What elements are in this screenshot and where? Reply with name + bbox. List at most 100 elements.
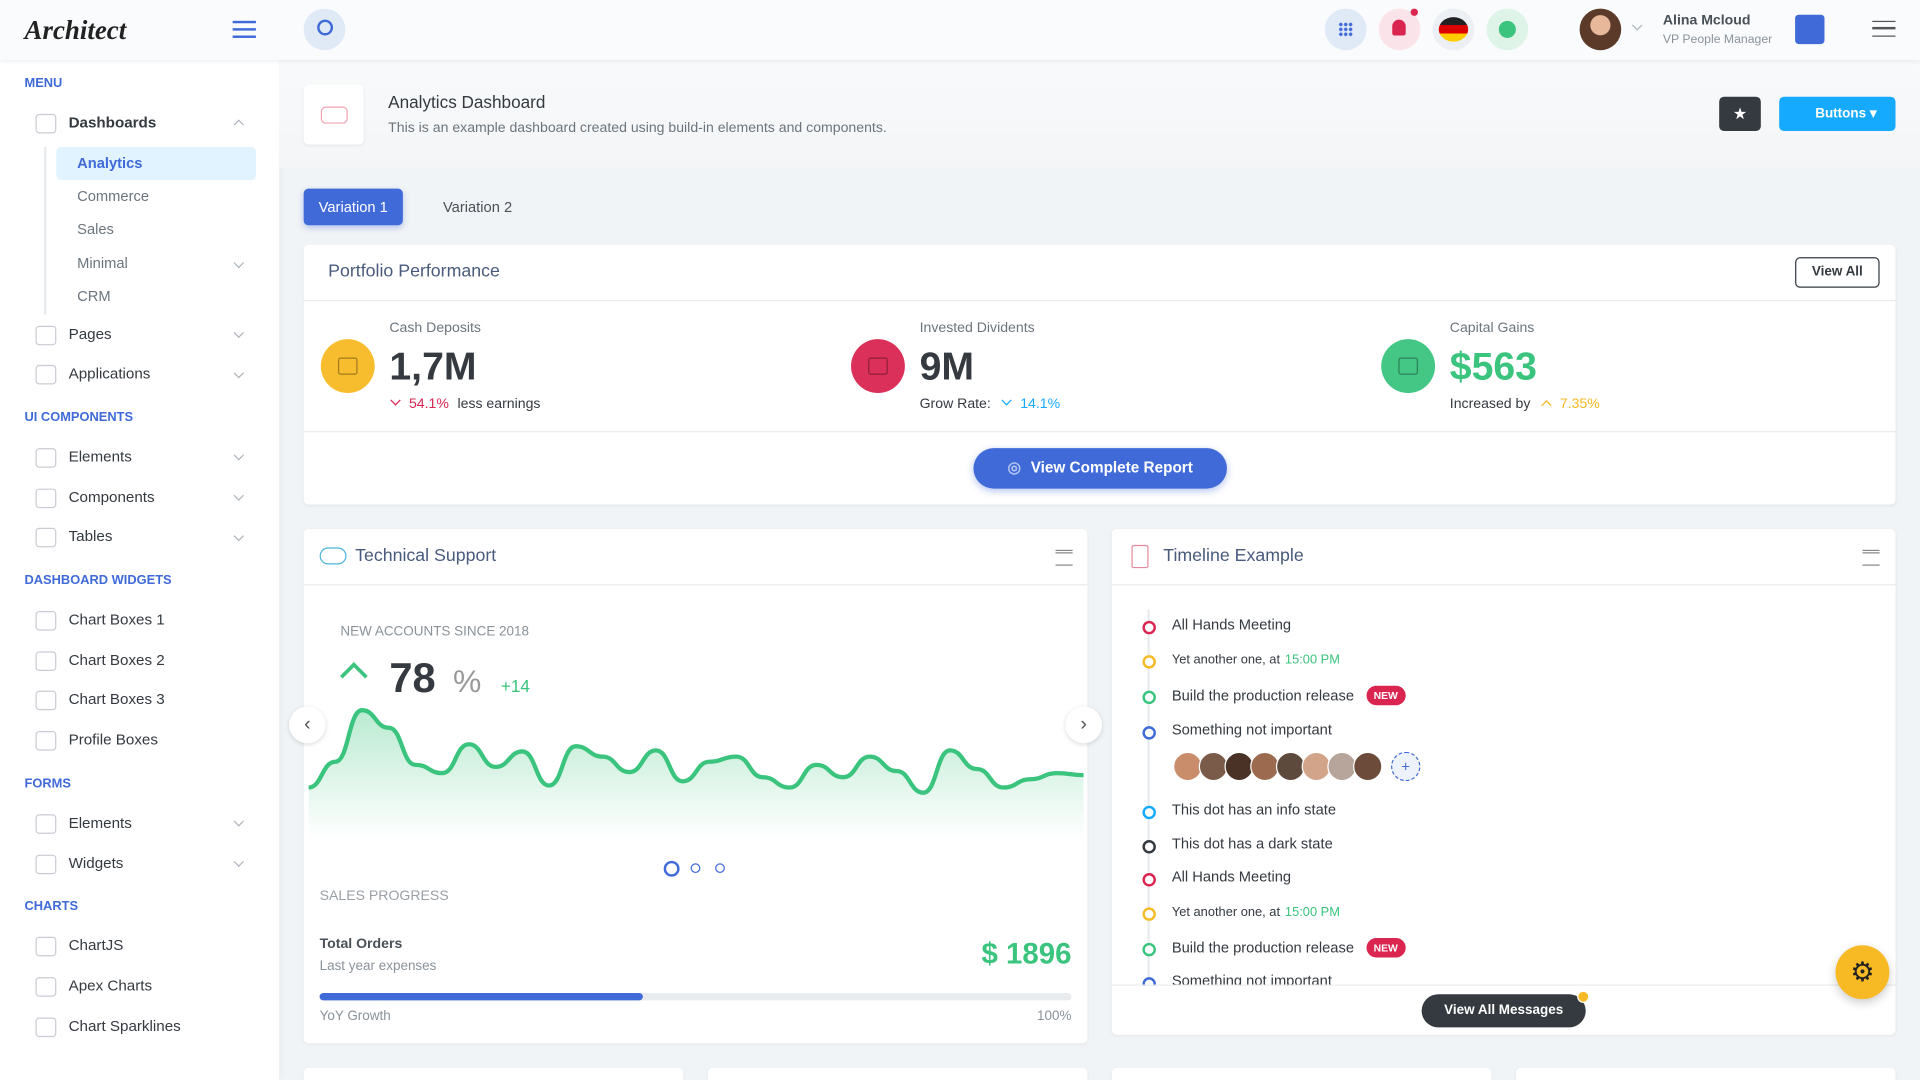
badge: NEW bbox=[1366, 685, 1406, 706]
card bbox=[1111, 1067, 1492, 1080]
timeline-text: This dot has an info state bbox=[1171, 800, 1337, 818]
timeline-item: Build the production release NEW bbox=[1172, 685, 1406, 706]
language-button[interactable] bbox=[1432, 8, 1475, 51]
view-report-button[interactable]: ◎ View Complete Report bbox=[973, 448, 1227, 489]
sidebar-icon bbox=[35, 651, 57, 671]
sidebar-icon bbox=[35, 448, 57, 468]
sidebar-item[interactable]: Components bbox=[0, 477, 279, 517]
sidebar-toggle[interactable] bbox=[232, 20, 256, 38]
growth-max: 100% bbox=[1036, 1008, 1072, 1024]
logo[interactable]: Architect bbox=[24, 14, 127, 46]
cloud-icon bbox=[319, 547, 347, 565]
carousel-dot[interactable] bbox=[715, 863, 725, 874]
timeline-item: This dot has an info state bbox=[1172, 801, 1336, 818]
sidebar-item[interactable]: Apex Charts bbox=[0, 966, 279, 1006]
stat-change-row: Grow Rate: 14.1% bbox=[919, 395, 1069, 412]
sidebar-icon bbox=[35, 325, 57, 345]
sidebar-label: Widgets bbox=[68, 854, 124, 872]
user-role: VP People Manager bbox=[1662, 33, 1773, 47]
timeline-text: Yet another one, at bbox=[1171, 652, 1281, 668]
sidebar-icon bbox=[35, 731, 57, 751]
sidebar-item[interactable]: Chart Sparklines bbox=[0, 1006, 279, 1046]
avatar bbox=[1173, 751, 1203, 782]
sidebar-sublabel: Commerce bbox=[77, 187, 150, 205]
sales-title: SALES PROGRESS bbox=[319, 888, 449, 904]
avatar bbox=[1250, 751, 1280, 782]
timeline-item: Something not important bbox=[1172, 721, 1332, 738]
sidebar-label: ChartJS bbox=[68, 936, 124, 955]
sidebar-item[interactable]: Elements bbox=[0, 437, 279, 477]
add-avatar-button[interactable]: + bbox=[1391, 751, 1421, 782]
timeline-item: All Hands Meeting bbox=[1172, 868, 1291, 885]
timeline-item: All Hands Meeting bbox=[1172, 616, 1291, 633]
chevron bbox=[233, 119, 244, 131]
view-all-button[interactable]: View All bbox=[1795, 257, 1880, 288]
timeline-item: Yet another one, at 15:00 PM bbox=[1172, 905, 1340, 920]
sidebar-item[interactable]: Dashboards bbox=[0, 103, 279, 143]
view-messages-button[interactable]: View All Messages bbox=[1421, 994, 1586, 1028]
progress-track bbox=[319, 993, 1072, 1001]
carousel-next[interactable]: › bbox=[1065, 706, 1103, 744]
sidebar-label: Elements bbox=[68, 814, 132, 832]
sidebar-subitem[interactable]: Analytics bbox=[56, 146, 256, 181]
sidebar-subitem[interactable]: Minimal bbox=[56, 247, 256, 281]
activity-button[interactable] bbox=[1486, 8, 1529, 51]
sidebar-heading: CHARTS bbox=[24, 899, 79, 914]
timeline-dot bbox=[1142, 907, 1156, 921]
sidebar-item[interactable]: Applications bbox=[0, 354, 279, 394]
sidebar-item[interactable]: Profile Boxes bbox=[0, 720, 279, 760]
chevron bbox=[233, 367, 244, 379]
stat-prefix: Grow Rate: bbox=[919, 396, 991, 412]
sidebar-icon bbox=[35, 1017, 57, 1037]
timeline-text: This dot has a dark state bbox=[1171, 835, 1333, 853]
sidebar-item[interactable]: Elements bbox=[0, 803, 279, 843]
theme-settings-button[interactable]: ⚙ bbox=[1835, 945, 1890, 1000]
sidebar-label: Chart Sparklines bbox=[68, 1017, 181, 1035]
sidebar-item[interactable]: Widgets bbox=[0, 843, 279, 883]
sidebar-sublabel: Analytics bbox=[77, 153, 143, 172]
sidebar-icon bbox=[35, 611, 57, 631]
timeline-text: Something not important bbox=[1171, 721, 1332, 739]
options-toggle[interactable] bbox=[1872, 20, 1896, 37]
sidebar-item[interactable]: ChartJS bbox=[0, 926, 279, 966]
stat-value: $563 bbox=[1449, 344, 1537, 389]
favorite-button[interactable]: ★ bbox=[1719, 96, 1761, 132]
sidebar-item[interactable]: Tables bbox=[0, 517, 279, 557]
timeline-scroll bbox=[1112, 585, 1896, 986]
calendar-button[interactable] bbox=[1795, 14, 1825, 45]
sidebar-item[interactable]: Chart Boxes 3 bbox=[0, 680, 279, 720]
sidebar-item[interactable]: Chart Boxes 1 bbox=[0, 600, 279, 640]
stat-icon-glyph bbox=[868, 357, 888, 375]
sidebar-label: Apex Charts bbox=[68, 977, 153, 995]
timeline-item: Yet another one, at 15:00 PM bbox=[1172, 653, 1340, 668]
carousel-dot[interactable] bbox=[690, 863, 701, 874]
carousel-prev[interactable]: ‹ bbox=[288, 706, 326, 744]
page-icon bbox=[303, 84, 364, 145]
sidebar-icon bbox=[35, 488, 57, 508]
timeline-text: All Hands Meeting bbox=[1171, 868, 1292, 886]
buttons-label: Buttons bbox=[1815, 106, 1867, 122]
timeline-item: This dot has a dark state bbox=[1172, 835, 1333, 852]
sidebar-subitem[interactable]: Commerce bbox=[56, 180, 256, 214]
sidebar-item[interactable]: Chart Boxes 2 bbox=[0, 640, 279, 680]
search-button[interactable] bbox=[303, 8, 346, 51]
support-title: Technical Support bbox=[355, 546, 497, 566]
tab[interactable]: Variation 1 bbox=[303, 188, 403, 226]
tab[interactable]: Variation 2 bbox=[442, 198, 513, 216]
menu-icon[interactable] bbox=[1055, 549, 1073, 566]
sidebar-heading: UI COMPONENTS bbox=[24, 410, 134, 425]
notifications-button[interactable] bbox=[1378, 8, 1421, 51]
sidebar-item[interactable]: Pages bbox=[0, 314, 279, 354]
timeline-dot bbox=[1142, 805, 1156, 820]
sidebar-sublabel: CRM bbox=[77, 288, 111, 306]
sidebar-subitem[interactable]: Sales bbox=[56, 214, 256, 248]
carousel-dot[interactable] bbox=[663, 860, 680, 877]
sidebar-subitem[interactable]: CRM bbox=[56, 281, 256, 315]
grid-button[interactable] bbox=[1324, 8, 1367, 51]
user-name: Alina Mcloud bbox=[1662, 13, 1751, 29]
menu-icon[interactable] bbox=[1862, 549, 1880, 566]
buttons-dropdown[interactable]: Buttons ▾ bbox=[1779, 96, 1896, 132]
stat-change: 54.1% bbox=[408, 396, 449, 412]
user-avatar[interactable] bbox=[1579, 8, 1622, 51]
